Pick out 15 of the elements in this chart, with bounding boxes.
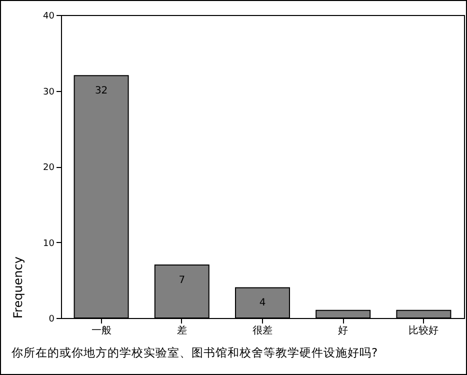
x-tick-label: 一般 [91, 326, 112, 336]
y-tick-label: 0 [48, 314, 55, 324]
x-tick-label: 差 [176, 324, 187, 336]
y-tick-label: 30 [43, 87, 55, 98]
x-axis-title: 你所在的或你地方的学校实验室、图书馆和校舍等教学硬件设施好吗? [10, 346, 378, 360]
y-axis-title: Frequency [11, 256, 26, 318]
data-label: 4 [259, 298, 266, 309]
y-tick-label: 40 [43, 12, 55, 22]
x-tick-label: 比较好 [408, 324, 439, 336]
y-tick-label: 10 [43, 238, 55, 249]
data-label: 32 [94, 86, 108, 97]
y-tick-label: 20 [43, 163, 55, 173]
x-tick-label: 很差 [252, 324, 272, 336]
x-tick-label: 好 [338, 326, 348, 336]
data-label: 7 [178, 274, 186, 286]
